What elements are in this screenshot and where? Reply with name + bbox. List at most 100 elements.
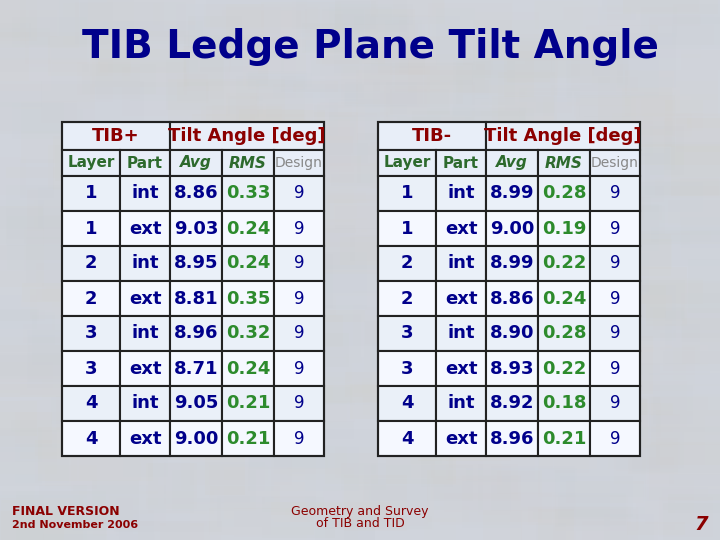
Text: int: int (447, 395, 474, 413)
Bar (56, 396, 164, 430)
Bar (470, 85, 554, 141)
Bar (602, 0, 699, 12)
Bar (150, 380, 216, 435)
Bar (27, 191, 106, 246)
Bar (390, 301, 459, 356)
Bar (486, 246, 538, 281)
Bar (649, 384, 720, 416)
Bar (660, 53, 720, 111)
Bar (224, 318, 263, 356)
Bar (224, 394, 295, 406)
Bar (343, 475, 407, 531)
Bar (248, 264, 305, 320)
Text: RMS: RMS (545, 156, 583, 171)
Bar (608, 429, 684, 469)
Bar (243, 51, 343, 89)
Bar (577, 398, 647, 415)
Bar (0, 488, 34, 500)
Bar (27, 335, 104, 382)
Bar (687, 118, 720, 128)
Bar (552, 135, 630, 169)
Bar (459, 170, 503, 224)
Bar (20, 376, 111, 395)
Bar (248, 421, 354, 440)
Bar (386, 451, 456, 484)
Bar (0, 384, 81, 397)
Bar (120, 421, 170, 456)
Bar (680, 50, 720, 70)
Bar (52, 62, 109, 80)
Bar (436, 150, 486, 176)
Bar (292, 401, 355, 422)
Bar (290, 510, 397, 522)
Bar (346, 349, 431, 395)
Bar (34, 200, 86, 229)
Bar (400, 15, 430, 74)
Bar (592, 197, 652, 210)
Text: 0.33: 0.33 (226, 185, 270, 202)
Bar (306, 270, 411, 295)
Bar (118, 248, 202, 271)
Text: 0.22: 0.22 (542, 254, 586, 273)
Bar (293, 190, 330, 247)
Bar (333, 199, 395, 238)
Bar (197, 127, 270, 156)
Bar (418, 366, 534, 412)
Bar (498, 220, 598, 254)
Bar (218, 247, 292, 266)
Bar (601, 285, 676, 341)
Bar (504, 296, 565, 325)
Text: int: int (447, 325, 474, 342)
Text: 8.99: 8.99 (490, 254, 534, 273)
Bar (681, 220, 720, 260)
Text: Avg: Avg (180, 156, 212, 171)
Bar (410, 261, 452, 276)
Bar (2, 461, 35, 503)
Bar (653, 308, 720, 330)
Bar (392, 23, 426, 68)
Bar (649, 373, 720, 431)
Bar (145, 350, 214, 373)
Bar (250, 249, 323, 278)
Text: ext: ext (129, 219, 161, 238)
Bar (552, 54, 629, 76)
Bar (192, 114, 307, 128)
Text: int: int (131, 185, 158, 202)
Bar (0, 495, 86, 540)
Bar (537, 331, 573, 345)
Bar (341, 66, 423, 104)
Bar (329, 99, 379, 120)
Bar (339, 165, 436, 201)
Bar (62, 386, 120, 421)
Text: 0.28: 0.28 (541, 325, 586, 342)
Bar (76, 371, 108, 403)
Bar (243, 219, 356, 233)
Bar (199, 46, 230, 72)
Bar (567, 64, 631, 106)
Bar (415, 229, 484, 268)
Bar (245, 247, 321, 265)
Bar (472, 98, 521, 117)
Bar (603, 239, 672, 269)
Bar (649, 17, 720, 45)
Bar (324, 516, 432, 529)
Bar (390, 36, 493, 75)
Bar (558, 148, 670, 165)
Bar (446, 420, 535, 480)
Bar (20, 159, 54, 198)
Bar (426, 210, 536, 230)
Text: Layer: Layer (383, 156, 431, 171)
Bar (379, 334, 490, 382)
Bar (466, 244, 574, 260)
Bar (480, 380, 511, 426)
Bar (70, 343, 168, 380)
Bar (424, 124, 531, 155)
Bar (398, 375, 481, 393)
Bar (565, 46, 660, 98)
Bar (652, 397, 720, 445)
Bar (393, 0, 445, 24)
Bar (427, 470, 542, 522)
Bar (210, 10, 300, 53)
Text: 7: 7 (694, 515, 708, 534)
Bar (600, 280, 685, 321)
